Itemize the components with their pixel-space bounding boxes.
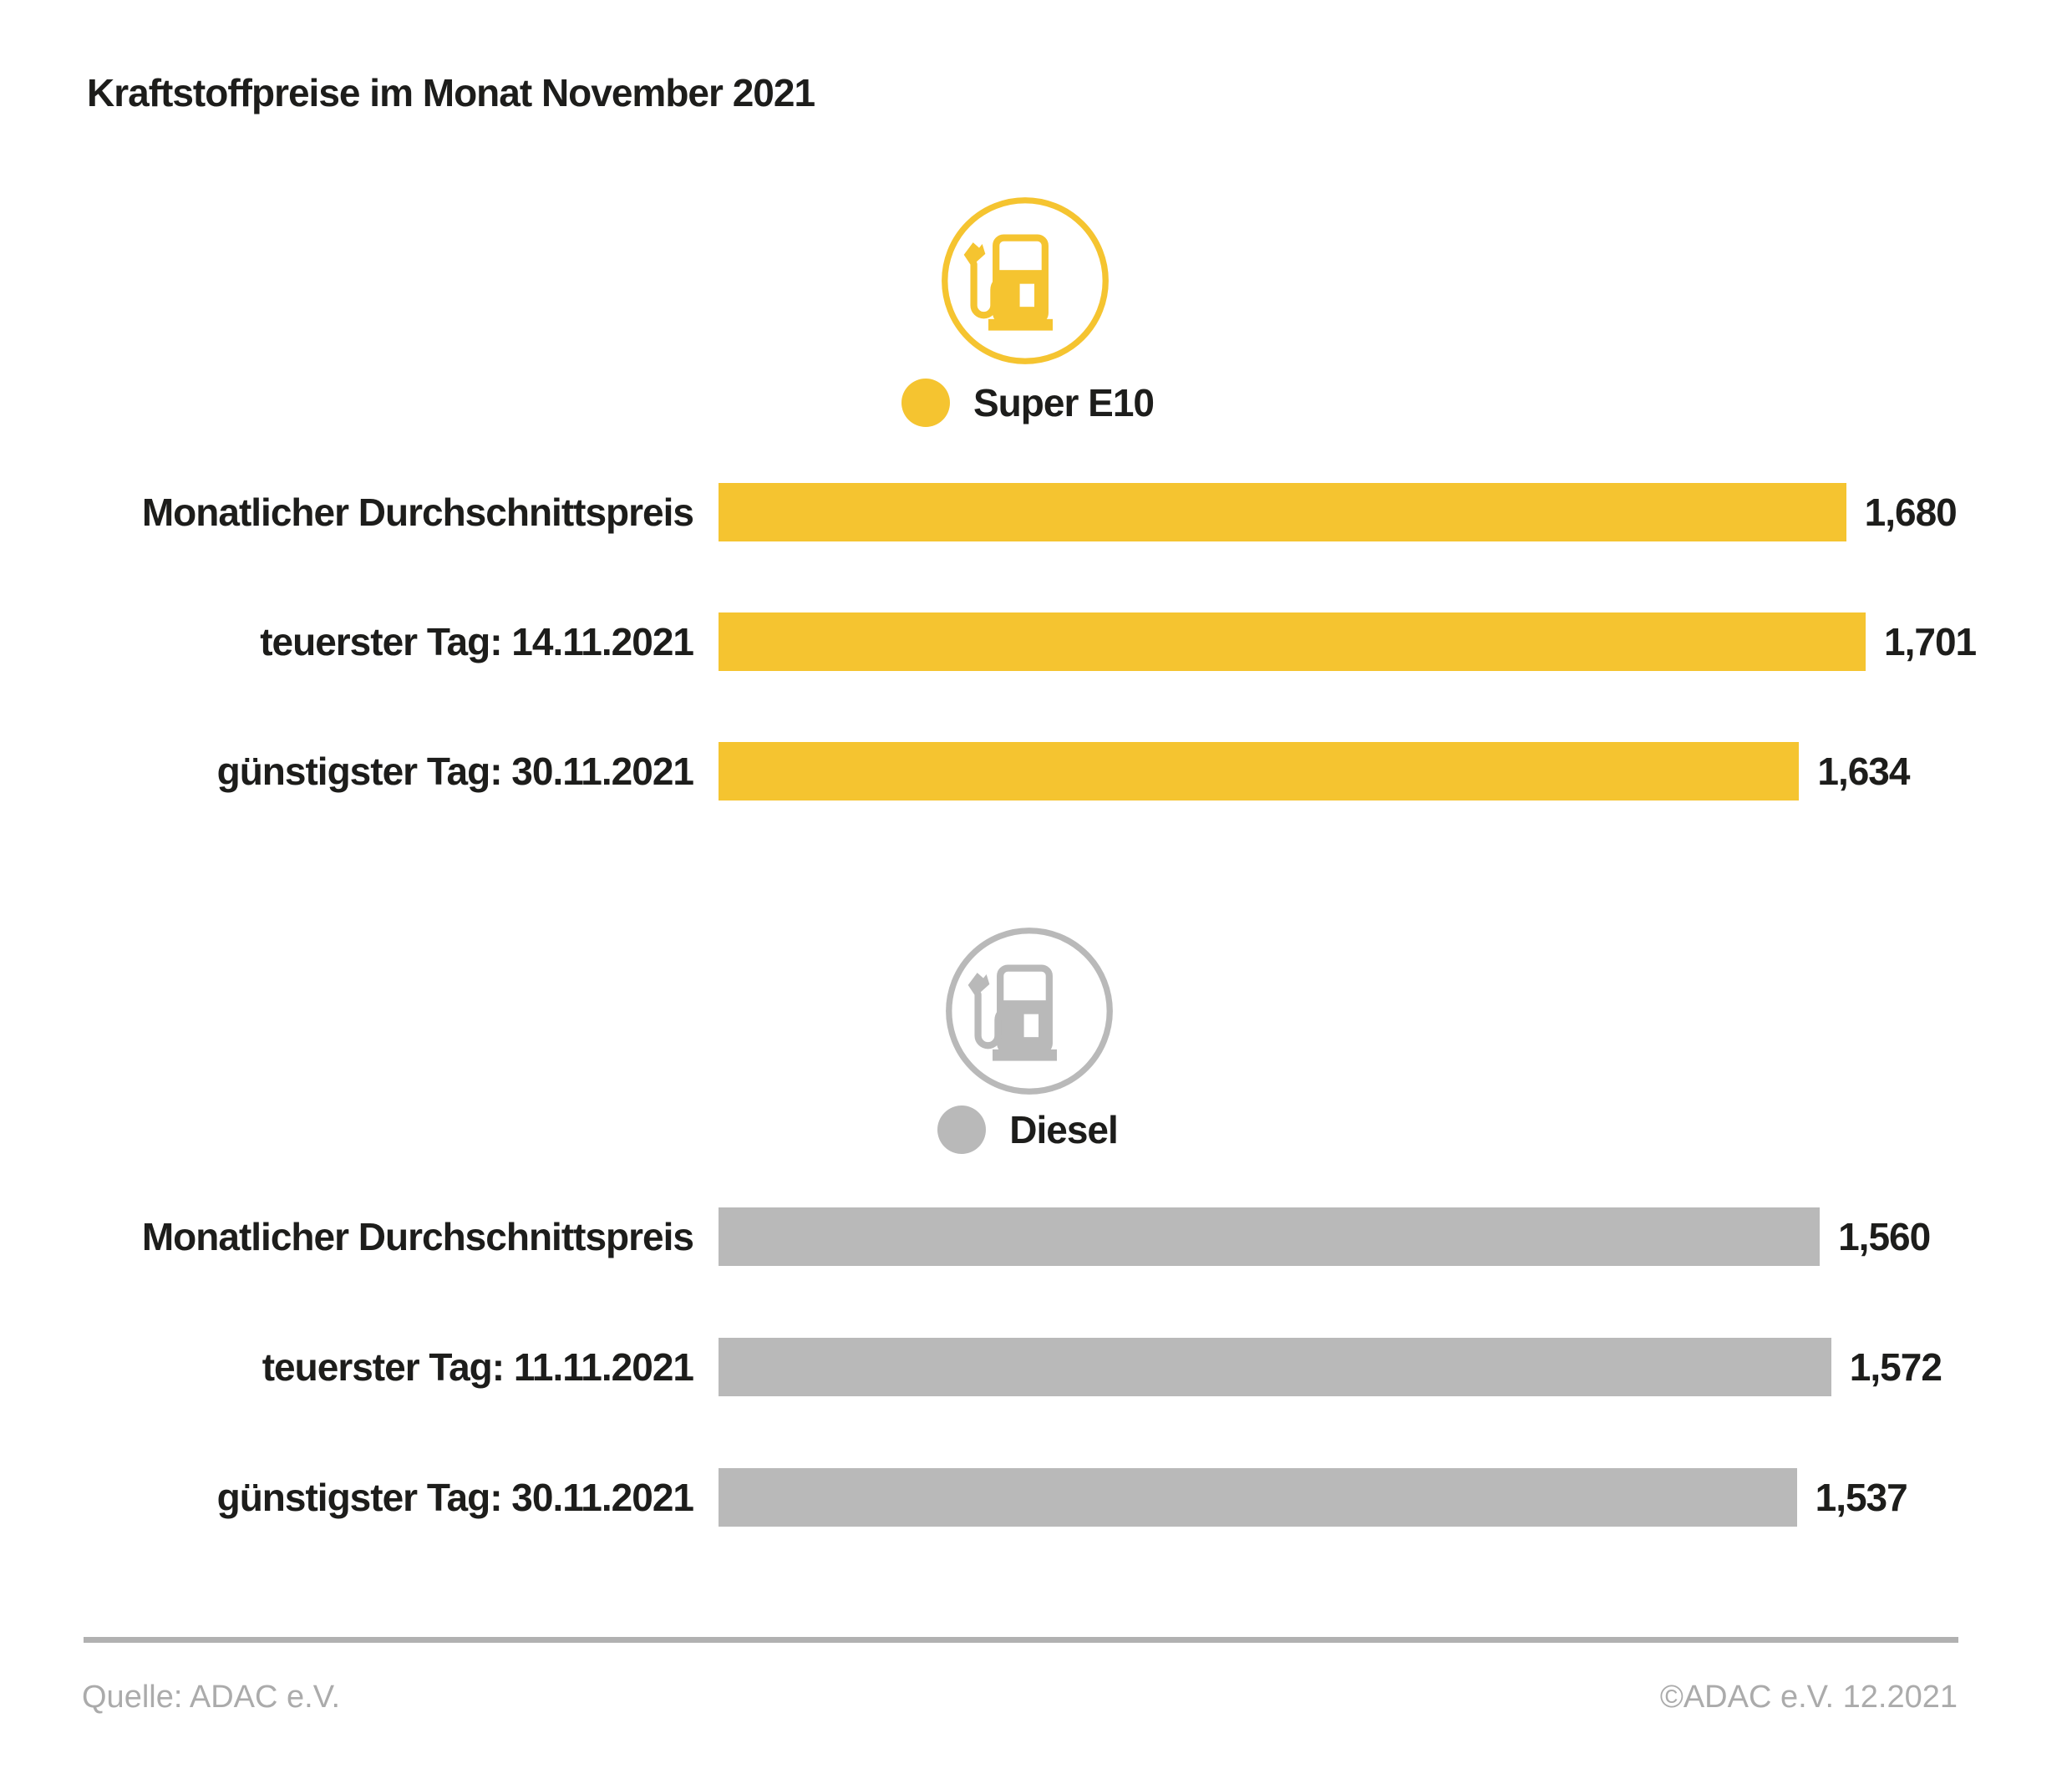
bar-value-super-average: 1,680 [1864,490,1958,534]
copyright-note: ©ADAC e.V. 12.2021 [1659,1680,1958,1715]
legend-super-e10: Super E10 [693,376,1362,429]
bar-super-min [719,742,1800,801]
footer-divider [84,1637,1958,1643]
bar-row-super-max: teuerster Tag: 14.11.2021 1,701 [0,612,2072,671]
bar-row-label: teuerster Tag: 14.11.2021 [260,620,694,663]
bar-super-average [719,483,1846,541]
source-note: Quelle: ADAC e.V. [82,1680,341,1715]
fuel-pump-icon [933,189,1117,373]
bar-row-label: günstigster Tag: 30.11.2021 [216,1476,694,1519]
page-title: Kraftstoffpreise im Monat November 2021 [87,71,815,114]
bar-value-diesel-average: 1,560 [1838,1215,1931,1258]
bar-row-label: günstigster Tag: 30.11.2021 [216,750,694,793]
legend-label-super: Super E10 [973,381,1155,424]
bar-value-super-max: 1,701 [1884,620,1977,663]
bar-row-label: Monatlicher Durchschnittspreis [141,1215,694,1258]
legend-label-diesel: Diesel [1009,1108,1119,1151]
bar-diesel-min [719,1468,1797,1527]
bar-diesel-max [719,1338,1831,1396]
fuel-pump-icon [937,919,1121,1103]
bar-row-diesel-max: teuerster Tag: 11.11.2021 1,572 [0,1338,2072,1396]
bar-value-diesel-max: 1,572 [1849,1345,1942,1389]
bar-value-super-min: 1,634 [1817,750,1910,793]
bar-value-diesel-min: 1,537 [1815,1476,1908,1519]
bar-diesel-average [719,1207,1821,1266]
bar-super-max [719,612,1866,671]
legend-dot-super [901,379,950,427]
bar-row-super-average: Monatlicher Durchschnittspreis 1,680 [0,483,2072,541]
bar-row-label: Monatlicher Durchschnittspreis [141,490,694,534]
bar-row-diesel-min: günstigster Tag: 30.11.2021 1,537 [0,1468,2072,1527]
legend-dot-diesel [937,1105,987,1154]
legend-diesel: Diesel [693,1103,1362,1156]
bar-row-label: teuerster Tag: 11.11.2021 [262,1345,694,1389]
bar-row-diesel-average: Monatlicher Durchschnittspreis 1,560 [0,1207,2072,1266]
bar-row-super-min: günstigster Tag: 30.11.2021 1,634 [0,742,2072,801]
